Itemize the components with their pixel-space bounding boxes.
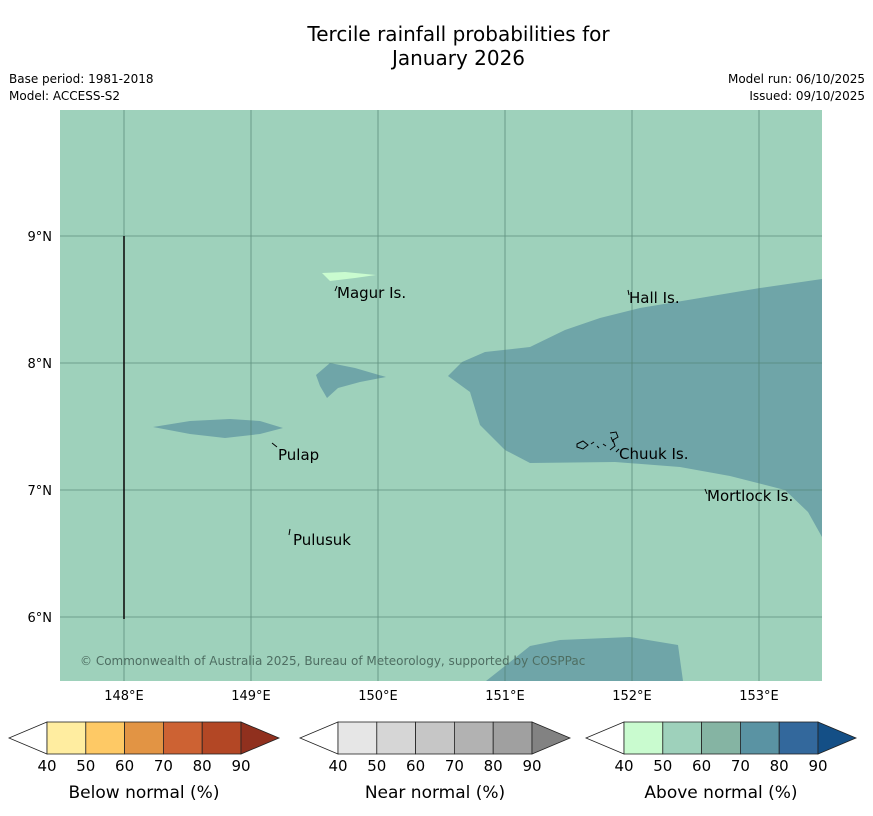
below-colorbar-tick: 90 xyxy=(231,757,250,775)
near-colorbar-tick: 50 xyxy=(367,757,386,775)
lat-tick-7: 7°N xyxy=(28,484,53,499)
above-normal-60-70-regions xyxy=(153,279,822,681)
pulusuk-outline xyxy=(288,528,291,536)
above-colorbar-segment xyxy=(623,721,664,755)
above-normal-40-50-region xyxy=(322,272,376,281)
mortlock-outline xyxy=(704,488,708,495)
below-colorbar-tick: 70 xyxy=(154,757,173,775)
near-colorbar-high-extend xyxy=(531,721,572,755)
below-colorbar-segment xyxy=(162,721,203,755)
lat-tick-6: 6°N xyxy=(28,611,53,626)
above-colorbar-tick: 50 xyxy=(653,757,672,775)
place-label-mortlock: Mortlock Is. xyxy=(707,487,793,505)
above-colorbar-tick: 60 xyxy=(692,757,711,775)
pulap-outline xyxy=(271,442,278,448)
lon-tick-149: 149°E xyxy=(231,689,271,704)
near-colorbar-segment xyxy=(453,721,494,755)
place-label-hall: Hall Is. xyxy=(629,289,680,307)
above-colorbar-segment xyxy=(778,721,819,755)
below-colorbar-tick: 40 xyxy=(37,757,56,775)
below-colorbar-high-extend xyxy=(240,721,281,755)
magur-outline xyxy=(334,285,338,292)
lon-tick-148: 148°E xyxy=(104,689,144,704)
island-outlines xyxy=(271,285,708,536)
base-period: Base period: 1981-2018 xyxy=(9,72,154,86)
lat-tick-8: 8°N xyxy=(28,357,53,372)
region-east-large xyxy=(448,279,822,537)
above-colorbar-high-extend xyxy=(817,721,858,755)
below-colorbar-segment xyxy=(46,721,87,755)
above-colorbar-tick: 80 xyxy=(770,757,789,775)
below-colorbar-segment xyxy=(124,721,164,755)
above-normal-colorbar: 40 50 60 70 80 90 Above normal (%) xyxy=(584,721,858,803)
below-normal-colorbar: 40 50 60 70 80 90 Below normal (%) xyxy=(7,721,281,803)
place-label-pulap: Pulap xyxy=(278,446,319,464)
title-line-1: Tercile rainfall probabilities for xyxy=(307,22,610,46)
below-colorbar-segment xyxy=(201,721,242,755)
below-colorbar-tick: 50 xyxy=(76,757,95,775)
lon-tick-153: 153°E xyxy=(739,689,779,704)
chuuk-lagoon-outline xyxy=(576,431,620,453)
title-line-2: January 2026 xyxy=(391,46,526,70)
colorbar-legends: 40 50 60 70 80 90 Below normal (%) 40 50 60 70 80 90… xyxy=(7,721,858,803)
above-colorbar-segment xyxy=(740,721,780,755)
region-west-band xyxy=(153,419,283,438)
place-label-magur: Magur Is. xyxy=(337,284,406,302)
near-colorbar-segment xyxy=(415,721,455,755)
near-colorbar-tick: 60 xyxy=(406,757,425,775)
near-colorbar-label: Near normal (%) xyxy=(365,783,505,803)
region-central-small xyxy=(316,363,386,398)
above-colorbar-tick: 90 xyxy=(808,757,827,775)
lat-tick-9: 9°N xyxy=(28,230,53,245)
above-colorbar-segment xyxy=(662,721,702,755)
near-colorbar-tick: 40 xyxy=(328,757,347,775)
near-colorbar-tick: 70 xyxy=(445,757,464,775)
place-label-chuuk: Chuuk Is. xyxy=(619,445,688,463)
above-colorbar-low-extend xyxy=(584,721,625,755)
near-colorbar-tick: 90 xyxy=(522,757,541,775)
place-labels: Magur Is. Hall Is. Pulap Chuuk Is. Mortl… xyxy=(278,284,793,549)
below-colorbar-tick: 80 xyxy=(193,757,212,775)
model-name: Model: ACCESS-S2 xyxy=(9,89,121,103)
near-colorbar-segment xyxy=(337,721,378,755)
hall-outline xyxy=(627,289,630,296)
below-colorbar-low-extend xyxy=(7,721,48,755)
lon-axis: 148°E 149°E 150°E 151°E 152°E 153°E xyxy=(104,689,779,704)
below-colorbar-label: Below normal (%) xyxy=(69,783,220,803)
near-colorbar-segment xyxy=(376,721,416,755)
below-colorbar-segment xyxy=(85,721,126,755)
lon-tick-152: 152°E xyxy=(612,689,652,704)
meta-right: Model run: 06/10/2025 Issued: 09/10/2025 xyxy=(728,71,865,105)
lat-axis: 9°N 8°N 7°N 6°N xyxy=(28,230,53,626)
chart-title: Tercile rainfall probabilities for Janua… xyxy=(0,22,873,70)
lon-tick-150: 150°E xyxy=(358,689,398,704)
near-colorbar-low-extend xyxy=(298,721,339,755)
above-colorbar-segment xyxy=(701,721,741,755)
lon-tick-151: 151°E xyxy=(485,689,525,704)
above-colorbar-tick: 70 xyxy=(731,757,750,775)
issued-date: Issued: 09/10/2025 xyxy=(749,89,865,103)
meta-left: Base period: 1981-2018 Model: ACCESS-S2 xyxy=(9,71,154,105)
near-normal-colorbar: 40 50 60 70 80 90 Near normal (%) xyxy=(298,721,572,803)
region-south xyxy=(486,637,683,681)
model-run-date: Model run: 06/10/2025 xyxy=(727,72,865,86)
near-colorbar-tick: 80 xyxy=(484,757,503,775)
copyright-notice: © Commonwealth of Australia 2025, Bureau… xyxy=(80,654,585,668)
place-label-pulusuk: Pulusuk xyxy=(293,531,351,549)
near-colorbar-segment xyxy=(492,721,533,755)
above-colorbar-tick: 40 xyxy=(614,757,633,775)
below-colorbar-tick: 60 xyxy=(115,757,134,775)
above-colorbar-label: Above normal (%) xyxy=(644,783,797,803)
